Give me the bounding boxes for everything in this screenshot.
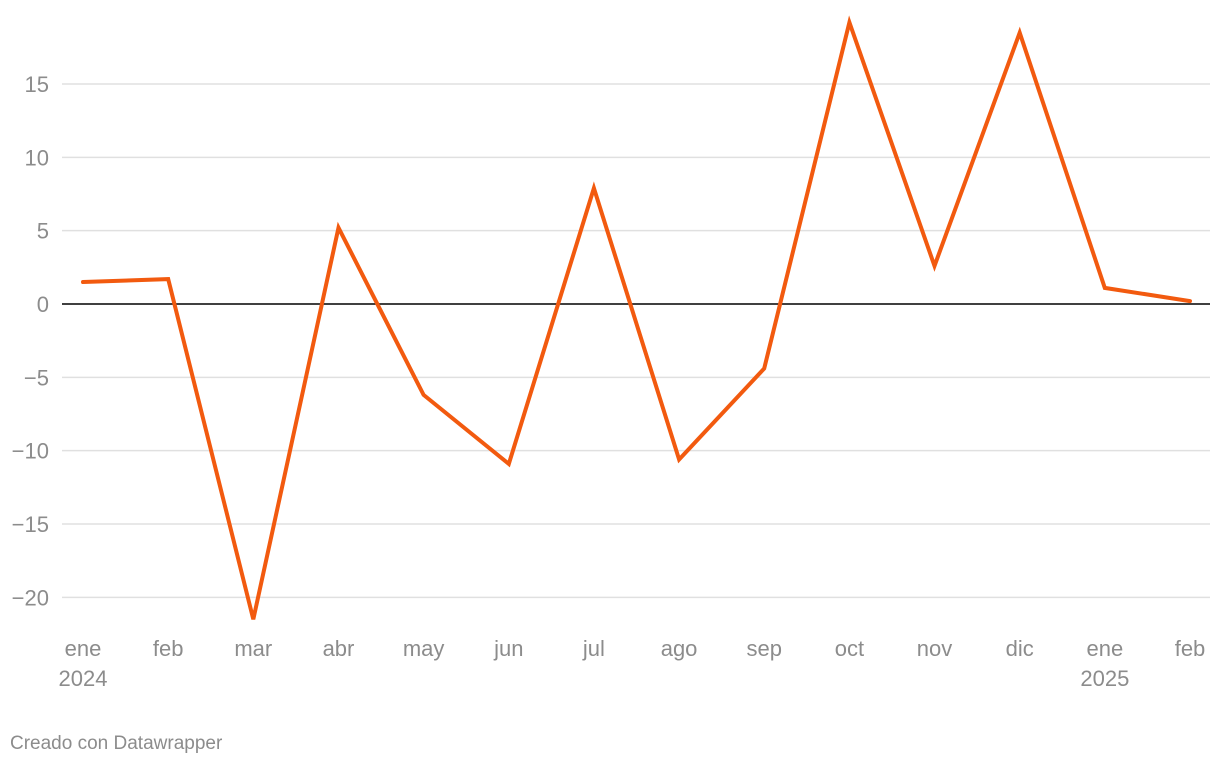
x-tick-label: abr: [323, 636, 355, 661]
y-tick-label: 15: [25, 72, 49, 97]
y-axis-tick-labels: 15 10 5 0 −5 −10 −15 −20: [12, 72, 49, 610]
y-tick-label: −10: [12, 439, 49, 464]
x-tick-label: feb: [153, 636, 184, 661]
y-tick-label: 5: [37, 219, 49, 244]
x-tick-label: ago: [661, 636, 698, 661]
x-tick-label: nov: [917, 636, 952, 661]
y-tick-label: −20: [12, 585, 49, 610]
y-tick-label: 0: [37, 292, 49, 317]
x-tick-label: ene: [65, 636, 102, 661]
x-tick-label: jul: [582, 636, 605, 661]
y-tick-label: −5: [24, 365, 49, 390]
x-year-label: 2024: [59, 666, 108, 691]
x-axis-tick-labels: ene feb mar abr may jun jul ago sep oct nov dic ene f…: [59, 636, 1206, 691]
line-chart: 15 10 5 0 −5 −10 −15 −20 ene feb mar abr may jun jul a…: [12, 15, 1210, 691]
x-tick-label: dic: [1006, 636, 1034, 661]
x-tick-label: mar: [234, 636, 272, 661]
x-tick-label: may: [403, 636, 445, 661]
y-tick-label: 10: [25, 145, 49, 170]
datawrapper-credit: Creado con Datawrapper: [10, 733, 223, 754]
series-line: [81, 15, 1192, 620]
x-tick-label: oct: [835, 636, 864, 661]
y-tick-label: −15: [12, 512, 49, 537]
x-tick-label: jun: [493, 636, 523, 661]
gridlines: [62, 83, 1210, 599]
x-tick-label: sep: [746, 636, 781, 661]
series-lines: [81, 15, 1192, 620]
x-tick-label: ene: [1086, 636, 1123, 661]
x-year-label: 2025: [1080, 666, 1129, 691]
x-tick-label: feb: [1175, 636, 1206, 661]
